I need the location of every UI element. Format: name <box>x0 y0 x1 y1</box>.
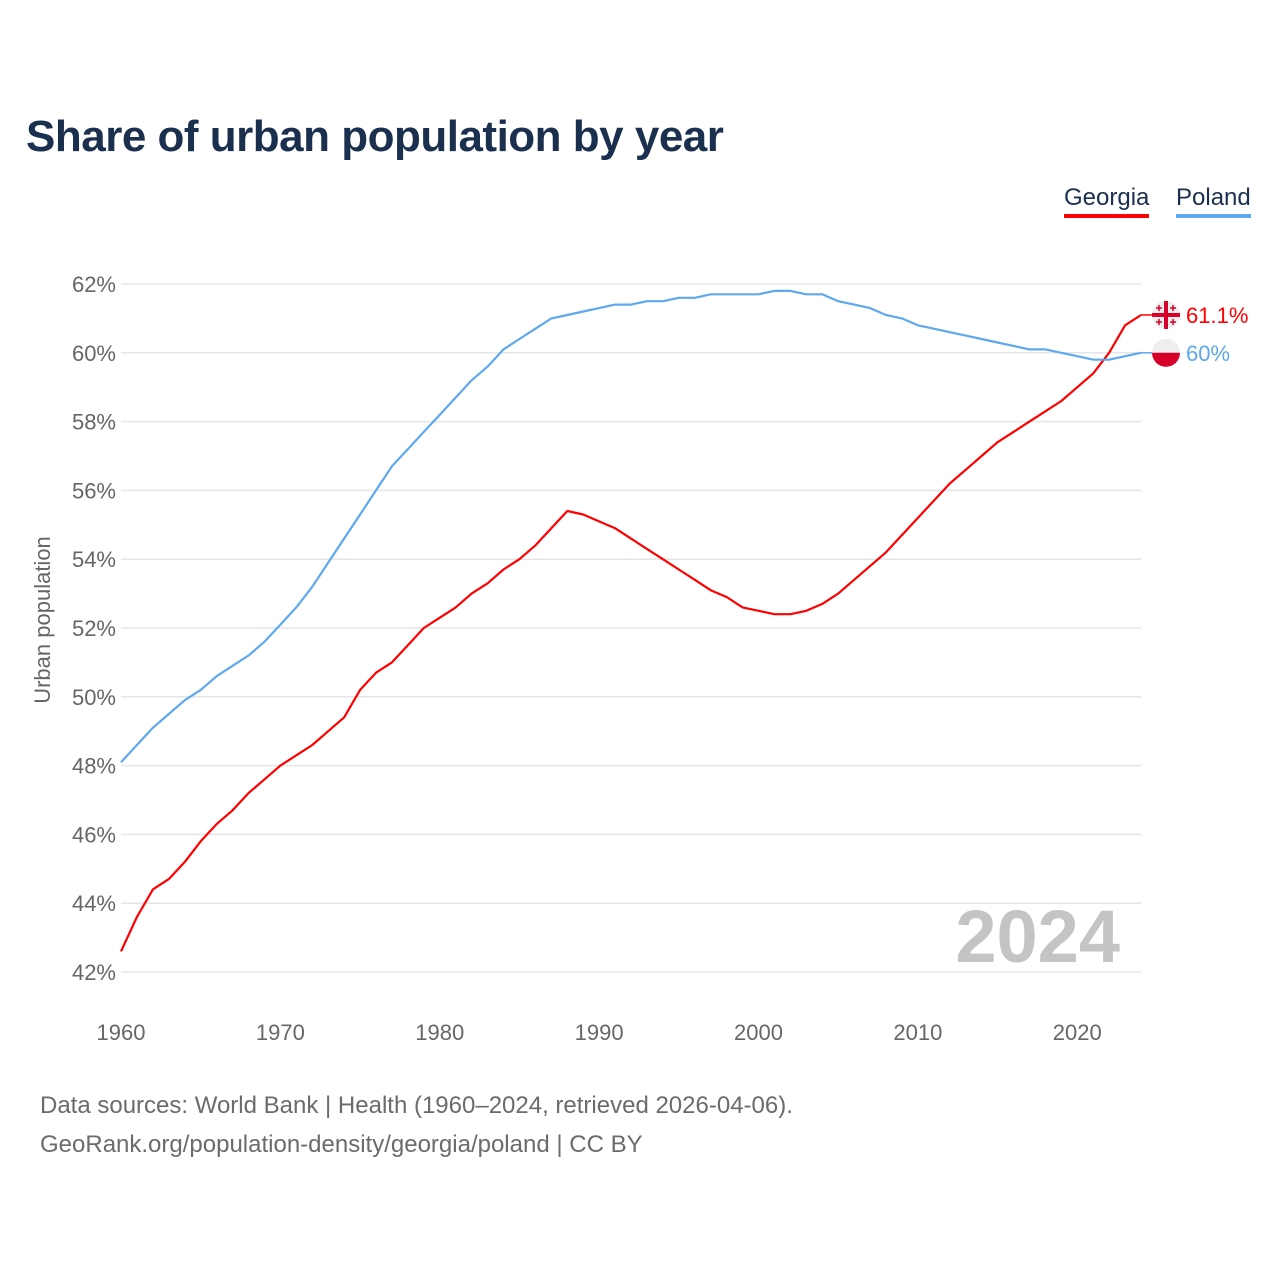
poland-flag-icon <box>1152 338 1181 367</box>
attribution-link[interactable]: GeoRank.org/population-density/georgia/p… <box>40 1131 643 1158</box>
y-tick-label: 50% <box>72 685 116 710</box>
series-line-georgia[interactable] <box>120 314 1142 952</box>
y-tick-label: 56% <box>72 478 116 503</box>
x-tick-label: 1970 <box>256 1020 305 1045</box>
y-axis-label: Urban population <box>30 536 55 704</box>
x-tick-label: 2010 <box>893 1020 942 1045</box>
y-tick-label: 46% <box>72 822 116 847</box>
y-tick-label: 48% <box>72 754 116 779</box>
series-line-poland[interactable] <box>120 289 1142 763</box>
x-tick-label: 1960 <box>97 1020 146 1045</box>
legend-item-georgia[interactable]: Georgia <box>1064 184 1150 218</box>
georgia-flag-icon <box>1152 300 1180 329</box>
y-tick-label: 52% <box>72 616 116 641</box>
year-watermark: 2024 <box>955 895 1120 978</box>
chart-title: Share of urban population by year <box>26 112 724 161</box>
y-tick-label: 44% <box>72 891 116 916</box>
y-tick-label: 58% <box>72 410 116 435</box>
x-tick-label: 2020 <box>1053 1020 1102 1045</box>
legend-item-poland[interactable]: Poland <box>1176 184 1251 218</box>
y-tick-label: 60% <box>72 341 116 366</box>
source-text: Data sources: World Bank | Health (1960–… <box>40 1092 793 1119</box>
y-tick-label: 42% <box>72 960 116 985</box>
y-tick-label: 54% <box>72 547 116 572</box>
footer: Data sources: World Bank | Health (1960–… <box>40 1086 793 1164</box>
x-tick-label: 1990 <box>575 1020 624 1045</box>
end-value-label: 60% <box>1186 341 1230 366</box>
end-value-label: 61.1% <box>1186 303 1248 328</box>
y-tick-label: 62% <box>72 272 116 297</box>
x-tick-label: 2000 <box>734 1020 783 1045</box>
x-tick-label: 1980 <box>415 1020 464 1045</box>
